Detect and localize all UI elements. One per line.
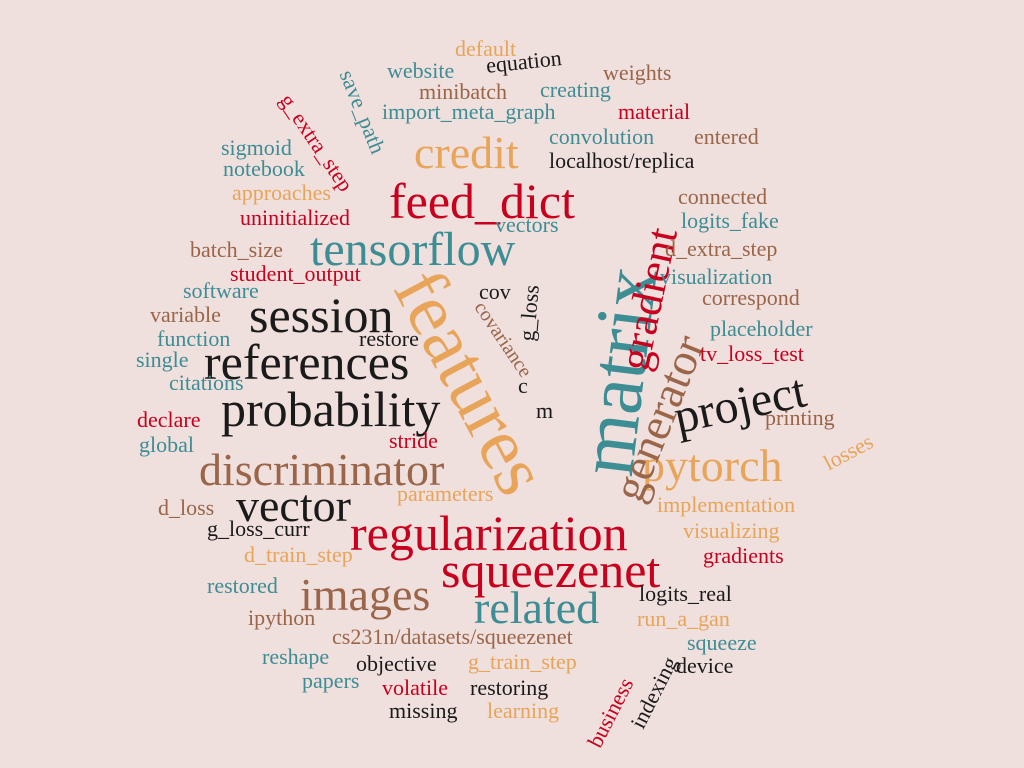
word-cov: cov xyxy=(479,279,511,304)
word-logits-real: logits_real xyxy=(639,581,732,606)
word-credit: credit xyxy=(414,127,519,178)
word-discriminator: discriminator xyxy=(199,444,445,495)
word-sigmoid: sigmoid xyxy=(221,135,292,160)
word-entered: entered xyxy=(694,124,759,149)
word-indexing: indexing xyxy=(625,652,683,733)
word-stride: stride xyxy=(389,428,438,453)
word-import-meta-graph: import_meta_graph xyxy=(382,99,556,124)
word-implementation: implementation xyxy=(657,492,796,517)
word-placeholder: placeholder xyxy=(710,316,813,341)
word-vectors: vectors xyxy=(495,212,559,237)
word-localhost-replica: localhost/replica xyxy=(549,148,695,173)
word-d-extra-step: d_extra_step xyxy=(665,236,778,261)
word-gradients: gradients xyxy=(703,543,784,568)
word-declare: declare xyxy=(137,407,201,432)
word-creating: creating xyxy=(540,77,611,102)
word-student-output: student_output xyxy=(230,261,361,286)
word-references: references xyxy=(204,334,410,390)
word-restoring: restoring xyxy=(470,675,549,700)
word-restore: restore xyxy=(359,326,419,351)
word-material: material xyxy=(618,99,691,124)
word-restored: restored xyxy=(207,573,278,598)
word-notebook: notebook xyxy=(223,156,305,181)
word-function: function xyxy=(157,326,231,351)
word-feed-dict: feed_dict xyxy=(389,173,576,229)
word-learning: learning xyxy=(487,698,560,723)
word-pytorch: pytorch xyxy=(642,440,783,491)
word-related: related xyxy=(474,582,600,633)
word-g-loss: g_loss xyxy=(514,283,544,343)
word-visualizing: visualizing xyxy=(683,518,780,543)
word-probability: probability xyxy=(221,381,441,437)
word-device: device xyxy=(676,653,734,678)
word-global: global xyxy=(139,432,194,457)
word-volatile: volatile xyxy=(382,675,448,700)
word-squeezenet: squeezenet xyxy=(441,542,661,598)
word-d-train-step: d_train_step xyxy=(244,542,353,567)
word-correspond: correspond xyxy=(702,285,800,310)
word-vector: vector xyxy=(236,480,351,531)
word-save-path: save_path xyxy=(334,66,391,158)
word-single: single xyxy=(136,347,189,372)
word-weights: weights xyxy=(603,60,672,85)
word-objective: objective xyxy=(356,651,437,676)
word-ipython: ipython xyxy=(248,605,316,630)
word-printing: printing xyxy=(765,405,835,430)
word-logits-fake: logits_fake xyxy=(681,208,779,233)
word-batch-size: batch_size xyxy=(190,237,283,262)
word-parameters: parameters xyxy=(397,481,494,506)
word-reshape: reshape xyxy=(262,644,330,669)
word-variable: variable xyxy=(150,302,221,327)
word-papers: papers xyxy=(302,668,360,693)
word-website: website xyxy=(387,58,455,83)
word-m: m xyxy=(536,398,554,423)
word-losses: losses xyxy=(819,428,878,476)
word-approaches: approaches xyxy=(232,180,331,205)
word-visualization: visualization xyxy=(660,264,773,289)
word-connected: connected xyxy=(678,184,768,209)
word-cs231n-datasets-squeezenet: cs231n/datasets/squeezenet xyxy=(332,624,573,649)
word-uninitialized: uninitialized xyxy=(240,205,350,230)
word-minibatch: minibatch xyxy=(419,79,507,104)
word-convolution: convolution xyxy=(549,124,655,149)
word-g-loss-curr: g_loss_curr xyxy=(207,516,310,541)
word-tv-loss-test: tv_loss_test xyxy=(700,341,804,366)
word-default: default xyxy=(455,36,517,61)
word-citations: citations xyxy=(169,370,244,395)
word-d-loss: d_loss xyxy=(158,495,215,520)
word-regularization: regularization xyxy=(350,505,628,561)
word-tensorflow: tensorflow xyxy=(310,223,516,276)
word-software: software xyxy=(183,278,259,303)
word-images: images xyxy=(300,569,431,620)
word-missing: missing xyxy=(389,698,458,723)
word-session: session xyxy=(249,287,394,343)
word-run-a-gan: run_a_gan xyxy=(637,606,730,631)
word-squeeze: squeeze xyxy=(687,630,757,655)
word-g-train-step: g_train_step xyxy=(468,649,577,674)
word-c: c xyxy=(518,373,528,398)
